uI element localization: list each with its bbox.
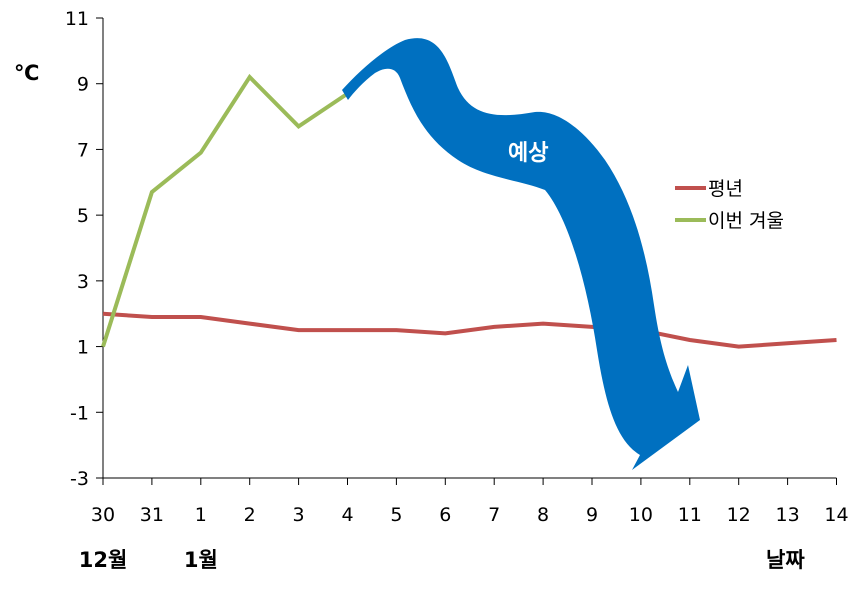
legend-label: 평년: [708, 178, 743, 200]
y-tick-label: -3: [70, 468, 89, 490]
x-tick-label: 14: [824, 504, 848, 526]
y-tick-label: 9: [77, 74, 89, 96]
x-tick-label: 8: [537, 504, 549, 526]
x-tick-label: 31: [140, 504, 164, 526]
x-tick-label: 7: [488, 504, 500, 526]
x-tick-label: 12: [727, 504, 751, 526]
x-tick-label: 13: [776, 504, 800, 526]
series-lines: [101, 73, 837, 349]
y-tick-label: 3: [77, 271, 89, 293]
y-tick-label: -1: [70, 402, 89, 424]
y-tick-label: 1: [77, 337, 89, 359]
y-tick-label: 7: [77, 139, 89, 161]
x-tick-label: 11: [678, 504, 702, 526]
y-tick-label: 11: [65, 8, 89, 30]
series-line-1: [101, 73, 349, 348]
month-label: 1월: [184, 548, 218, 572]
x-tick-label: 9: [586, 504, 598, 526]
forecast-arrow-shape: [342, 38, 700, 471]
y-tick-label: 5: [77, 205, 89, 227]
x-tick-label: 5: [390, 504, 402, 526]
forecast-label: 예상: [508, 141, 548, 166]
x-tick-label: 3: [293, 504, 305, 526]
x-axis-label: 날짜: [766, 548, 805, 572]
legend-label: 이번 겨울: [708, 210, 784, 232]
y-axis-unit-label: ℃: [14, 61, 39, 85]
x-tick-label: 6: [439, 504, 451, 526]
axes: [102, 18, 837, 479]
x-tick-label: 1: [195, 504, 207, 526]
x-tick-label: 4: [341, 504, 353, 526]
month-labels: 12월 1월: [79, 548, 218, 572]
series-line-0: [102, 311, 837, 349]
y-axis-ticks: 11 9 7 5 3 1 -1 -3: [65, 8, 103, 490]
forecast-arrow: 예상: [342, 38, 700, 471]
x-tick-label: 2: [244, 504, 256, 526]
x-tick-label: 30: [91, 504, 115, 526]
month-label: 12월: [79, 548, 128, 572]
x-tick-label: 10: [629, 504, 653, 526]
x-axis-ticks: 30 31 1 2 3 4 5 6 7 8 9 10 11 12 13 14: [91, 478, 849, 526]
